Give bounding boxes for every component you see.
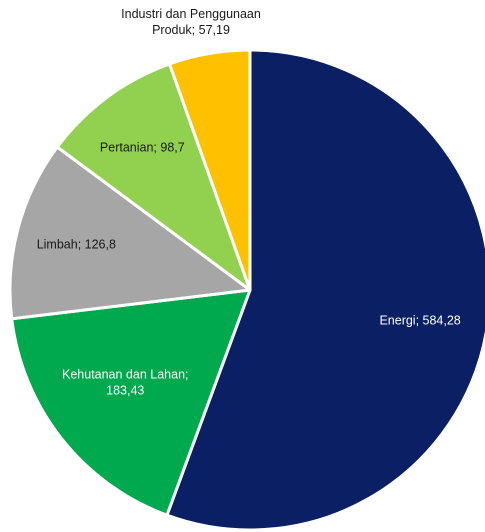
pie-slice-pertanian [55,62,252,292]
pie-slice-energi [165,48,485,532]
data-label-pertanian: Pertanian; 98,7 [100,140,185,154]
data-label-line: Produk; 57,19 [152,23,230,37]
data-label-limbah: Limbah; 126,8 [37,238,116,252]
pie-slice-kehutanan-dan-lahan [10,288,252,517]
data-label-line: Industri dan Penggunaan [121,7,261,21]
data-label-line: Limbah; 126,8 [37,238,116,252]
data-label-line: 183,43 [106,383,144,397]
data-label-line: Pertanian; 98,7 [100,140,185,154]
pie-slice-limbah [8,145,252,321]
data-label-line: Kehutanan dan Lahan; [62,367,189,381]
data-label-industri-dan-penggunaan-produk: Industri dan Penggunaan Produk; 57,19 [121,7,261,37]
pie-slice-industri-dan-penggunaan-produk [167,48,252,292]
data-label-energi: Energi; 584,28 [379,313,460,327]
data-label-line: Energi; 584,28 [379,313,460,327]
data-label-kehutanan-dan-lahan: Kehutanan dan Lahan; 183,43 [62,367,189,397]
